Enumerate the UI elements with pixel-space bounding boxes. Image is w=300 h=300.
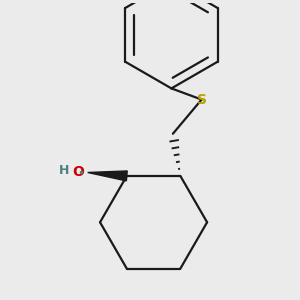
Text: S: S bbox=[197, 93, 208, 107]
Text: O: O bbox=[72, 165, 84, 178]
Text: H: H bbox=[59, 164, 70, 177]
Polygon shape bbox=[88, 171, 127, 181]
